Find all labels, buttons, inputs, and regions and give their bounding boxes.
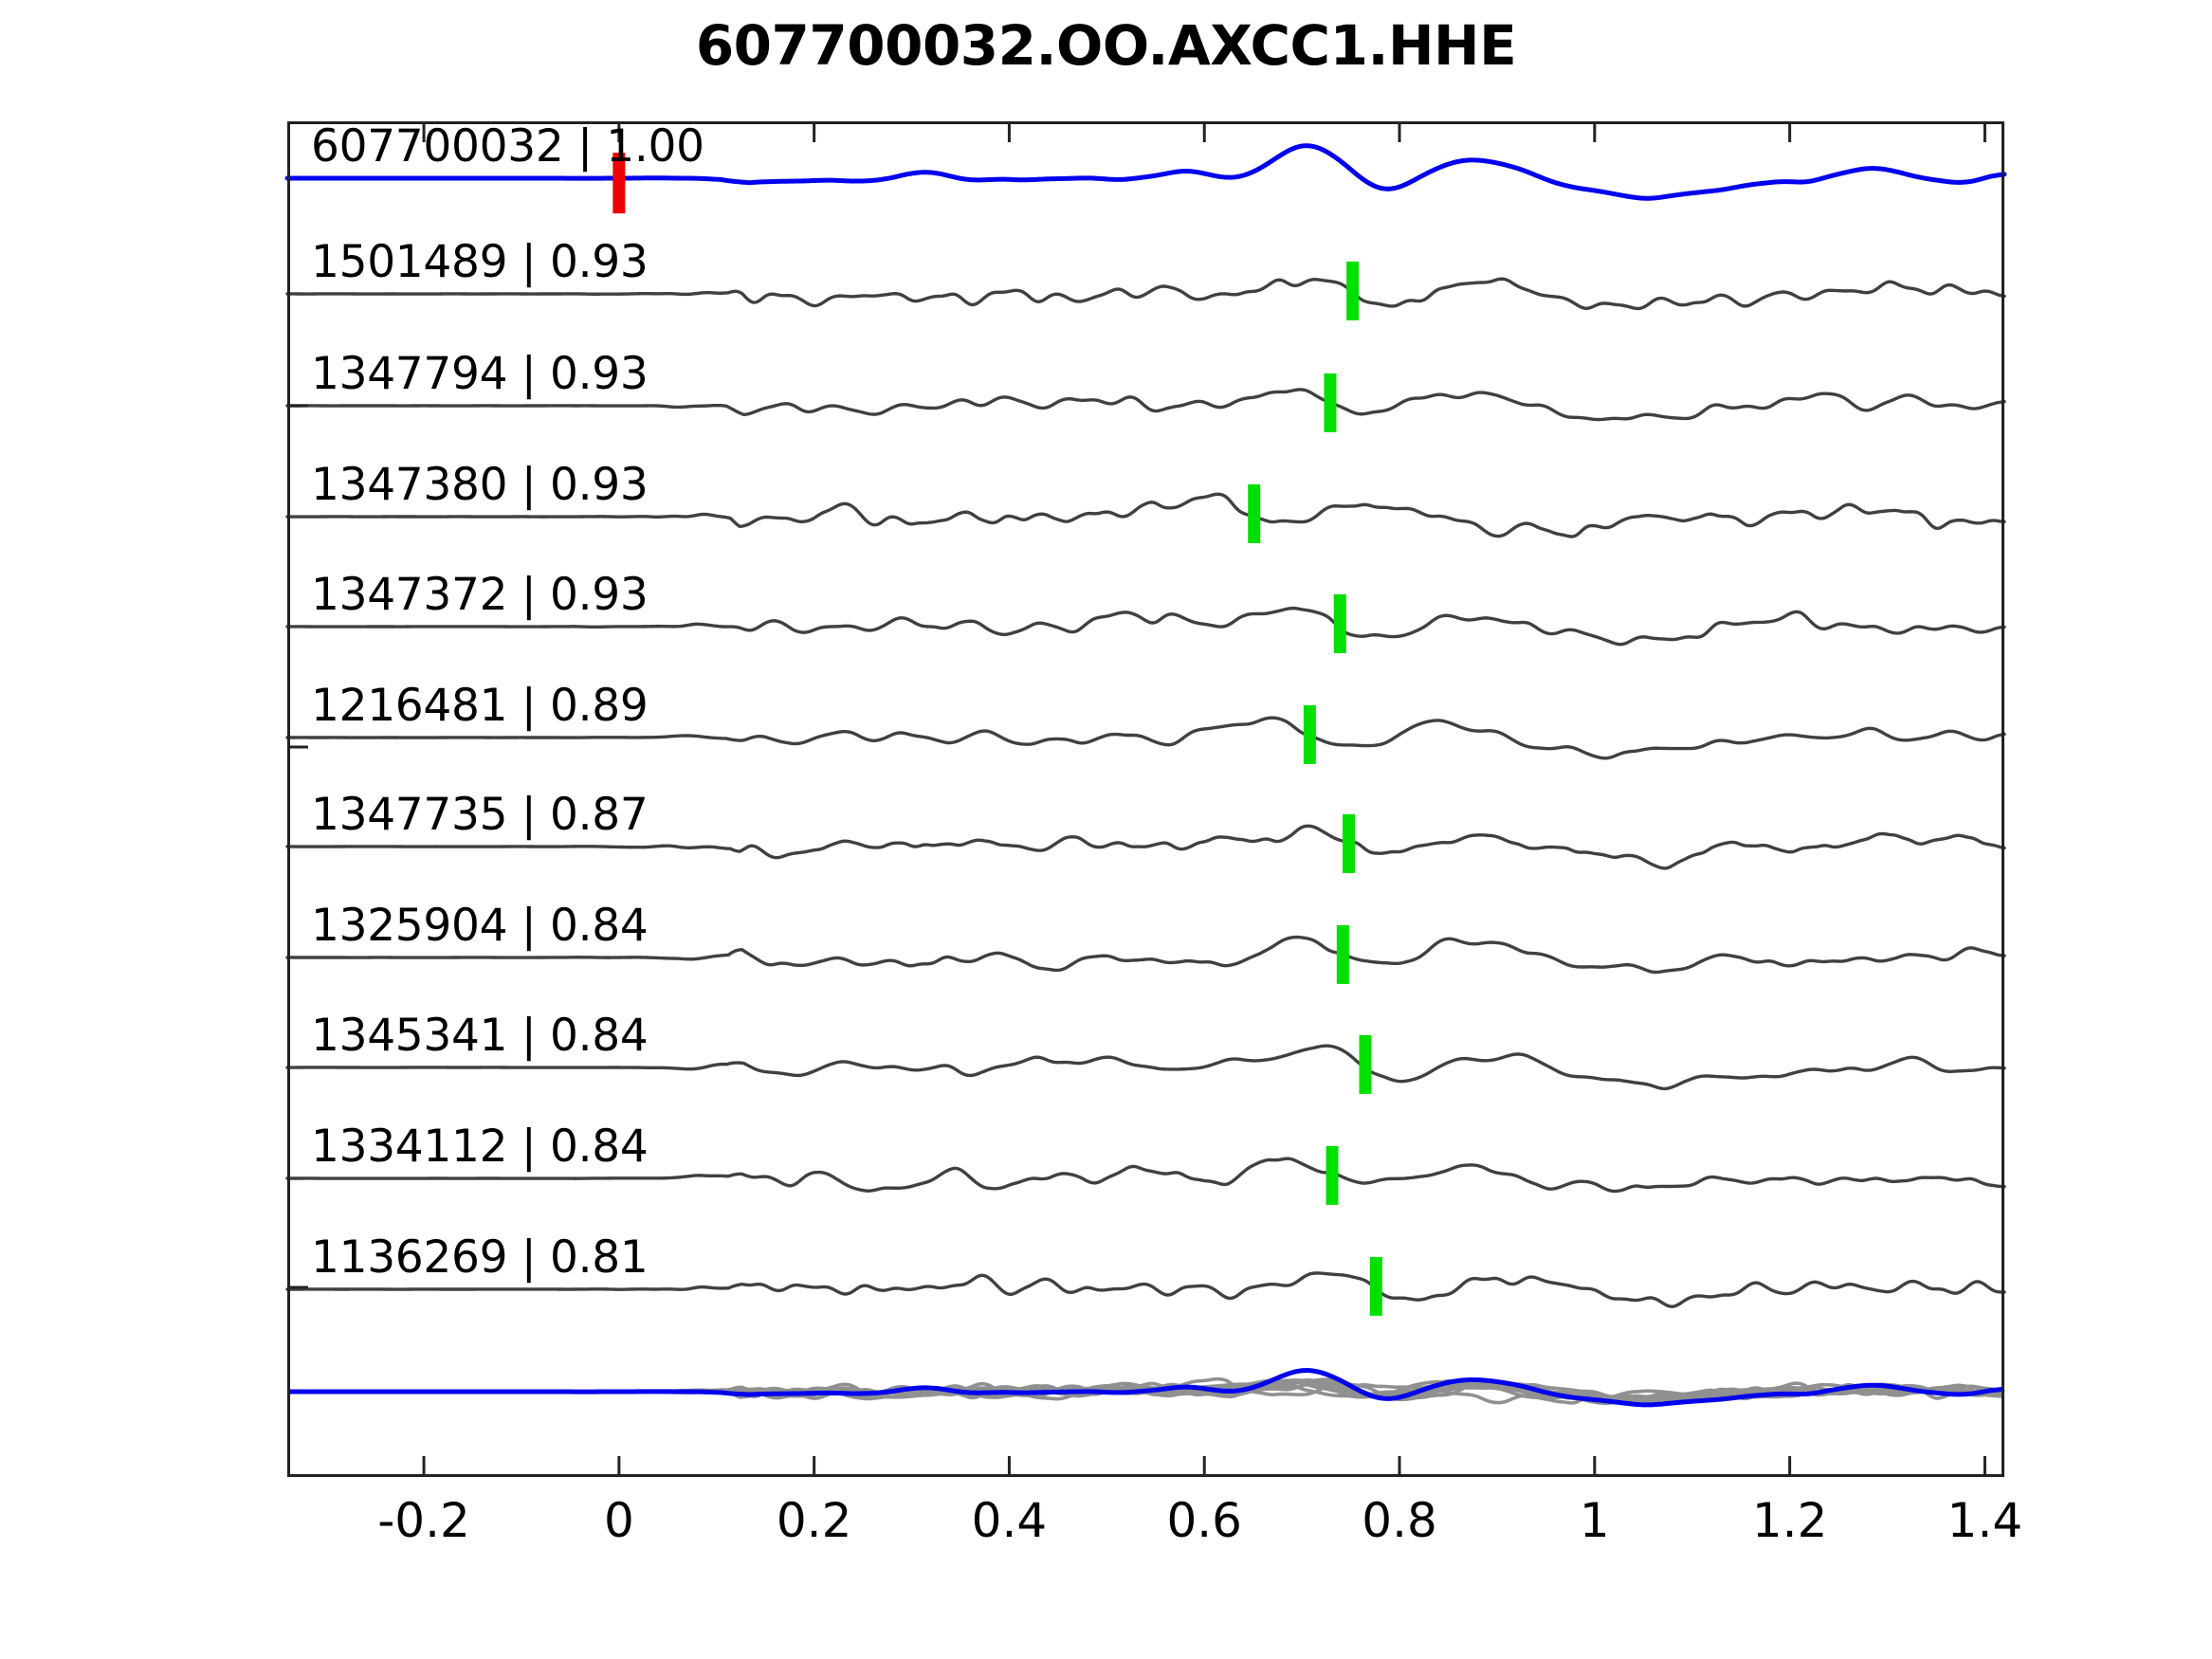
template-waveform-trace <box>284 143 2007 201</box>
trace-label-1345341: 1345341 | 0.84 <box>311 1010 649 1062</box>
trace-label-1347794: 1347794 | 0.93 <box>311 348 649 400</box>
waveform-layer <box>284 121 2007 1477</box>
match-waveform-trace <box>285 824 2006 870</box>
template-pick-marker <box>612 153 626 214</box>
trace-label-1347735: 1347735 | 0.87 <box>311 789 649 841</box>
match-waveform-trace <box>285 1271 2006 1308</box>
trace-label-1136269: 1136269 | 0.81 <box>311 1231 649 1284</box>
trace-label-1325904: 1325904 | 0.84 <box>311 900 649 952</box>
x-tick-label: 0.8 <box>1362 1493 1437 1548</box>
match-waveform-trace <box>285 492 2006 538</box>
x-tick-label: 1.2 <box>1751 1493 1828 1548</box>
page-title: 607700032.OO.AXCC1.HHE <box>695 13 1517 78</box>
trace-label-1347372: 1347372 | 0.93 <box>311 569 649 621</box>
detection-pick-marker <box>1333 593 1346 653</box>
detection-pick-marker <box>1369 1256 1382 1316</box>
match-waveform-trace <box>285 277 2006 311</box>
detection-pick-marker <box>1248 483 1261 543</box>
trace-label-1501489: 1501489 | 0.93 <box>311 236 649 288</box>
detection-pick-marker <box>1346 261 1360 320</box>
match-waveform-trace <box>285 388 2006 422</box>
x-tick-label: 1.4 <box>1947 1493 2023 1548</box>
x-tick-label: 0 <box>603 1493 634 1548</box>
detection-pick-marker <box>1359 1034 1372 1094</box>
detection-pick-marker <box>1303 704 1316 764</box>
detection-pick-marker <box>1343 813 1356 873</box>
x-tick-label: 0.2 <box>776 1493 852 1548</box>
trace-label-607700032: 607700032 | 1.00 <box>311 120 704 173</box>
x-tick-label: 0.4 <box>971 1493 1048 1548</box>
match-waveform-trace <box>285 1157 2006 1194</box>
plot-area <box>284 121 2007 1477</box>
trace-label-1216481: 1216481 | 0.89 <box>311 680 649 732</box>
x-tick-label: 0.6 <box>1166 1493 1242 1548</box>
x-tick-label: -0.2 <box>377 1493 470 1548</box>
match-waveform-trace <box>285 716 2006 760</box>
stack-template-trace <box>286 1368 2005 1408</box>
trace-label-1334112: 1334112 | 0.84 <box>311 1121 649 1173</box>
match-waveform-trace <box>285 935 2006 975</box>
trace-label-1347380: 1347380 | 0.93 <box>311 459 649 511</box>
x-tick-label: 1 <box>1579 1493 1610 1548</box>
detection-pick-marker <box>1325 1145 1339 1205</box>
match-waveform-trace <box>285 606 2006 647</box>
detection-pick-marker <box>1324 373 1337 432</box>
match-waveform-trace <box>285 1044 2006 1091</box>
detection-pick-marker <box>1336 924 1349 984</box>
